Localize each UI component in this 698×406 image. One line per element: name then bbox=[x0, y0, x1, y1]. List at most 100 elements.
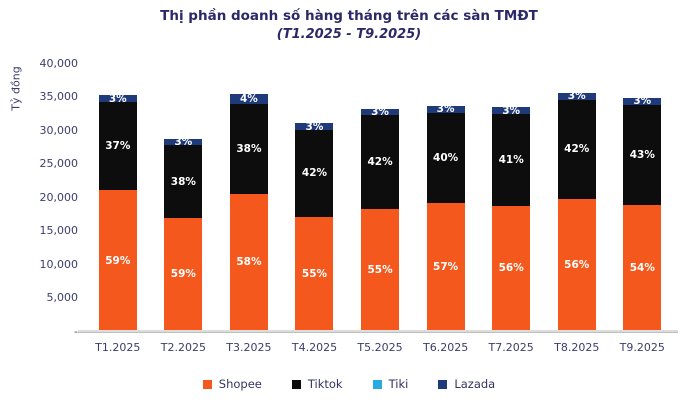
segment-shopee: 56% bbox=[492, 205, 531, 331]
y-tick-label: 20,000 bbox=[39, 190, 79, 204]
x-tick-label: T6.2025 bbox=[422, 341, 469, 354]
y-tick-label: 30,000 bbox=[39, 123, 79, 137]
x-tick-label: T1.2025 bbox=[95, 341, 141, 354]
segment-lazada: 3% bbox=[623, 95, 662, 108]
y-tick-label: 35,000 bbox=[39, 90, 79, 103]
x-tick-label: T4.2025 bbox=[291, 341, 338, 354]
segment-value-label: 3% bbox=[633, 95, 652, 108]
x-axis-labels: T1.2025 T2.2025 T3.2025 T4.2025 T5.2025 T6.20… bbox=[85, 341, 675, 354]
segment-lazada: 3% bbox=[295, 120, 334, 133]
segment-value-label: 40% bbox=[433, 151, 459, 164]
segment-lazada: 3% bbox=[492, 104, 531, 117]
x-tick-label: T8.2025 bbox=[554, 341, 600, 354]
stacked-bar: 55% 42% 3% bbox=[361, 105, 400, 331]
legend-label: Lazada bbox=[454, 377, 496, 391]
stacked-bar: 59% 37% 3% bbox=[98, 92, 137, 331]
x-tick-label: T5.2025 bbox=[357, 341, 403, 354]
bar-column-T6.2025: 57% 40% 3% bbox=[413, 63, 479, 331]
segment-lazada: 3% bbox=[426, 103, 465, 116]
segment-lazada: 3% bbox=[98, 92, 137, 105]
stacked-bar: 54% 43% 3% bbox=[623, 95, 662, 331]
segment-value-label: 55% bbox=[367, 263, 393, 276]
legend-item-lazada: Lazada bbox=[438, 377, 495, 391]
y-axis-title: Tỷ đồng bbox=[9, 66, 23, 111]
x-tick-label: T9.2025 bbox=[619, 341, 665, 354]
segment-lazada: 3% bbox=[361, 105, 400, 118]
segment-value-label: 38% bbox=[236, 142, 262, 155]
bar-column-T5.2025: 55% 42% 3% bbox=[347, 63, 413, 331]
stacked-bar: 56% 42% 3% bbox=[557, 90, 596, 331]
legend-swatch-icon bbox=[372, 379, 382, 389]
segment-value-label: 56% bbox=[498, 262, 524, 275]
segment-shopee: 59% bbox=[98, 190, 137, 331]
segment-shopee: 56% bbox=[557, 198, 596, 331]
segment-tiktok: 38% bbox=[164, 145, 203, 218]
chart-title-block: Thị phần doanh số hàng tháng trên các sà… bbox=[0, 8, 698, 42]
chart-subtitle: (T1.2025 - T9.2025) bbox=[276, 27, 422, 42]
segment-shopee: 59% bbox=[164, 217, 203, 331]
segment-value-label: 42% bbox=[564, 143, 590, 156]
segment-shopee: 55% bbox=[361, 208, 400, 331]
segment-shopee: 55% bbox=[295, 216, 334, 331]
x-tick-label: T3.2025 bbox=[226, 341, 272, 354]
segment-value-label: 4% bbox=[239, 93, 258, 106]
legend-swatch-icon bbox=[291, 379, 301, 389]
segment-tiktok: 37% bbox=[98, 102, 137, 191]
legend-label: Tiki bbox=[388, 377, 409, 391]
segment-value-label: 3% bbox=[567, 90, 586, 103]
segment-value-label: 57% bbox=[433, 260, 459, 273]
segment-value-label: 42% bbox=[367, 156, 393, 168]
x-axis-baseline bbox=[78, 330, 678, 333]
segment-tiktok: 42% bbox=[361, 115, 400, 209]
stacked-bar: 59% 38% 3% bbox=[164, 137, 203, 331]
legend-item-tiktok: Tiktok bbox=[291, 377, 343, 391]
segment-shopee: 54% bbox=[623, 205, 662, 331]
y-tick-label: 25,000 bbox=[39, 157, 79, 170]
bar-column-T7.2025: 56% 41% 3% bbox=[478, 63, 544, 331]
chart-title: Thị phần doanh số hàng tháng trên các sà… bbox=[160, 8, 538, 24]
y-tick-label: 5,000 bbox=[46, 291, 79, 304]
segment-tiktok: 43% bbox=[623, 104, 662, 206]
segment-lazada: 4% bbox=[229, 93, 268, 106]
y-tick-label: 15,000 bbox=[39, 224, 79, 237]
segment-tiktok: 38% bbox=[229, 103, 268, 194]
segment-tiktok: 42% bbox=[557, 99, 596, 199]
segment-lazada: 3% bbox=[164, 137, 203, 148]
segment-value-label: 3% bbox=[436, 103, 455, 116]
segment-value-label: 3% bbox=[502, 104, 521, 117]
legend: Shopee Tiktok Tiki Lazada bbox=[0, 377, 698, 391]
legend-swatch-icon bbox=[202, 379, 212, 389]
y-tick-label: 40,000 bbox=[39, 56, 79, 70]
segment-value-label: 58% bbox=[236, 256, 262, 269]
segment-shopee: 58% bbox=[229, 193, 268, 331]
stacked-bar: 58% 38% 4% bbox=[229, 93, 268, 331]
bar-column-T9.2025: 54% 43% 3% bbox=[610, 63, 676, 331]
legend-label: Tiktok bbox=[307, 377, 343, 391]
segment-value-label: 3% bbox=[305, 120, 324, 133]
segment-value-label: 3% bbox=[371, 105, 389, 118]
x-tick-label: T2.2025 bbox=[160, 341, 206, 354]
bar-column-T2.2025: 59% 38% 3% bbox=[151, 63, 217, 331]
segment-value-label: 54% bbox=[629, 262, 655, 275]
legend-item-shopee: Shopee bbox=[202, 377, 262, 391]
bar-column-T8.2025: 56% 42% 3% bbox=[544, 63, 610, 331]
bar-column-T1.2025: 59% 37% 3% bbox=[85, 63, 151, 331]
legend-item-tiki: Tiki bbox=[372, 377, 409, 391]
segment-value-label: 59% bbox=[105, 254, 131, 267]
segment-value-label: 37% bbox=[105, 140, 131, 153]
segment-tiktok: 40% bbox=[426, 112, 465, 203]
segment-value-label: 3% bbox=[108, 92, 127, 105]
segment-tiktok: 41% bbox=[492, 114, 531, 206]
segment-value-label: 55% bbox=[301, 267, 328, 280]
y-tick-label: - bbox=[74, 324, 78, 338]
segment-value-label: 42% bbox=[301, 167, 328, 180]
bar-column-T3.2025: 58% 38% 4% bbox=[216, 63, 282, 331]
segment-tiktok: 42% bbox=[295, 129, 334, 217]
plot-area: 59% 37% 3% 59% 38% 3% 58% 38% 4% 55% 42% 3% 55% 42% 3%… bbox=[85, 63, 675, 331]
segment-value-label: 43% bbox=[629, 148, 655, 161]
x-tick-label: T7.2025 bbox=[488, 341, 534, 354]
y-tick-label: 10,000 bbox=[39, 257, 79, 271]
segment-value-label: 41% bbox=[498, 153, 524, 166]
segment-value-label: 59% bbox=[170, 268, 196, 281]
